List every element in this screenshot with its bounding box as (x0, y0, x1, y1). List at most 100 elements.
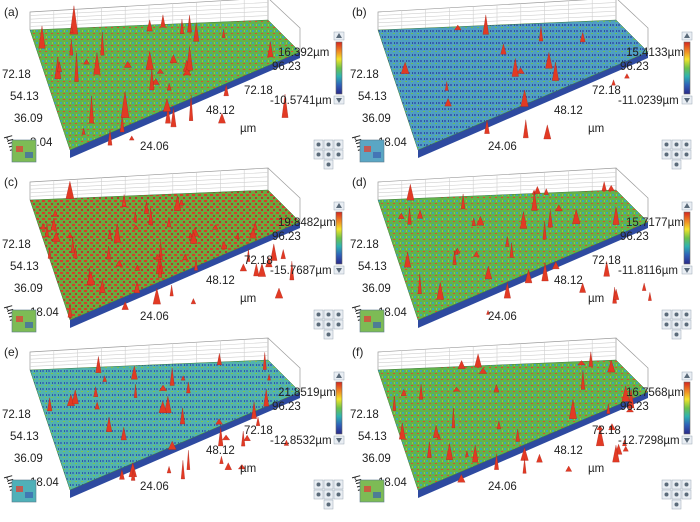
view-navigation-controls[interactable] (661, 479, 692, 510)
thumbnail-inset[interactable] (11, 479, 37, 503)
x-tick-label: 48.12 (206, 275, 235, 287)
view-navigation-controls[interactable] (313, 139, 344, 170)
surface-map (377, 359, 649, 491)
colorbar-max-label: 15.4133µm (626, 47, 684, 59)
surface-side (70, 52, 300, 158)
colorbar-min-label: -11.8116µm (618, 265, 678, 277)
y-tick-label: 36.09 (362, 283, 391, 295)
colorbar-min-label: -11.0239µm (618, 95, 679, 107)
surface-side (418, 392, 648, 498)
y-tick-label: 72.18 (2, 409, 31, 421)
colorbar-max-label: 19.8482µm (278, 217, 336, 229)
view-navigation-controls[interactable] (661, 309, 692, 340)
y-tick-label: 72.18 (350, 69, 379, 81)
x-tick-label: 96.23 (272, 231, 301, 243)
y-tick-label: 18.04 (378, 307, 407, 319)
y-tick-label: 54.13 (10, 261, 39, 273)
x-tick-label: 96.23 (272, 401, 301, 413)
wireframe-grid (377, 337, 649, 392)
surface-peaks (47, 352, 289, 481)
thumbnail-inset[interactable] (359, 139, 385, 163)
surface-map (29, 189, 301, 321)
y-tick-label: 54.13 (358, 431, 387, 443)
wireframe-grid (377, 0, 649, 52)
surface-peaks (40, 181, 295, 318)
x-tick-label: 24.06 (140, 311, 169, 323)
wireframe-grid (29, 337, 301, 392)
panel-label: (a) (4, 5, 19, 19)
x-tick-label: 48.12 (554, 105, 583, 117)
surface-map (377, 19, 649, 151)
x-tick-label: 96.23 (620, 401, 649, 413)
x-tick-label: 48.12 (206, 105, 235, 117)
panel-f: (f) 72.18 54.13 36.09 18.04 µm 96.23 72.18 48.12… (350, 337, 693, 510)
y-tick-label: 18.04 (378, 477, 407, 489)
x-axis-unit: µm (588, 293, 604, 305)
colorbar (335, 381, 343, 435)
x-tick-label: 24.06 (488, 311, 517, 323)
surface-side (418, 52, 648, 158)
y-tick-label: 18.04 (378, 137, 407, 149)
colorbar-max-label: 21.8519µm (278, 387, 336, 399)
colorbar-min-label: -15.7687µm (270, 265, 332, 277)
y-tick-label: 72.18 (2, 239, 31, 251)
colorbar-min-label: -12.7298µm (618, 435, 680, 447)
view-navigation-controls[interactable] (313, 479, 344, 510)
x-axis-unit: µm (588, 123, 604, 135)
surface-side (70, 392, 300, 498)
view-navigation-controls[interactable] (661, 139, 692, 170)
colorbar-min-label: -12.8532µm (270, 435, 332, 447)
x-tick-label: 48.12 (554, 445, 583, 457)
x-tick-label: 48.12 (206, 445, 235, 457)
x-tick-label: 96.23 (620, 231, 649, 243)
colorbar-gradient (336, 42, 342, 94)
colorbar-max-label: 16.7568µm (626, 387, 684, 399)
colorbar-gradient (684, 42, 690, 94)
panel-label: (c) (4, 175, 18, 189)
view-navigation-controls[interactable] (313, 309, 344, 340)
surface-side (70, 222, 300, 328)
colorbar (683, 381, 691, 435)
colorbar-gradient (336, 382, 342, 434)
x-tick-label: 48.12 (554, 275, 583, 287)
y-tick-label: 72.18 (2, 69, 31, 81)
x-tick-label: 24.06 (488, 481, 517, 493)
surface-peaks (398, 181, 652, 315)
y-tick-label: 54.13 (10, 431, 39, 443)
x-tick-label: 72.18 (592, 255, 621, 267)
x-axis-unit: µm (240, 463, 256, 475)
thumbnail-inset[interactable] (11, 139, 37, 163)
panel-label: (b) (352, 5, 367, 19)
y-tick-label: 36.09 (14, 453, 43, 465)
x-tick-label: 72.18 (244, 255, 273, 267)
y-tick-label: 54.13 (358, 261, 387, 273)
x-tick-label: 72.18 (244, 85, 273, 97)
surface-peaks (392, 351, 635, 483)
thumbnail-inset[interactable] (359, 479, 385, 503)
colorbar-max-label: 16.392µm (278, 47, 329, 59)
thumbnail-inset[interactable] (359, 309, 385, 333)
colorbar-gradient (684, 212, 690, 264)
x-tick-label: 72.18 (592, 85, 621, 97)
y-tick-label: 54.13 (10, 91, 39, 103)
panel-label: (f) (352, 345, 363, 359)
panel-e: (e) 72.18 54.13 36.09 18.04 µm 96.23 72.18 48.12… (2, 337, 345, 510)
thumbnail-inset[interactable] (11, 309, 37, 333)
panel-a: (a)72.1854.1336.098.04µm96.2372.1848.122… (2, 0, 345, 170)
y-tick-label: 36.09 (14, 283, 43, 295)
y-tick-label: 72.18 (350, 409, 379, 421)
colorbar (335, 41, 343, 95)
colorbar (683, 211, 691, 265)
y-tick-label: 72.18 (350, 239, 379, 251)
y-tick-label: 36.09 (362, 453, 391, 465)
panel-label: (d) (352, 175, 367, 189)
x-axis-unit: µm (240, 123, 256, 135)
x-tick-label: 96.23 (620, 61, 649, 73)
surface-map (29, 359, 301, 491)
colorbar (683, 41, 691, 95)
y-tick-label: 18.04 (30, 307, 59, 319)
surface-peaks (38, 5, 289, 146)
colorbar-gradient (684, 382, 690, 434)
x-tick-label: 24.06 (488, 141, 517, 153)
wireframe-grid (29, 0, 301, 52)
